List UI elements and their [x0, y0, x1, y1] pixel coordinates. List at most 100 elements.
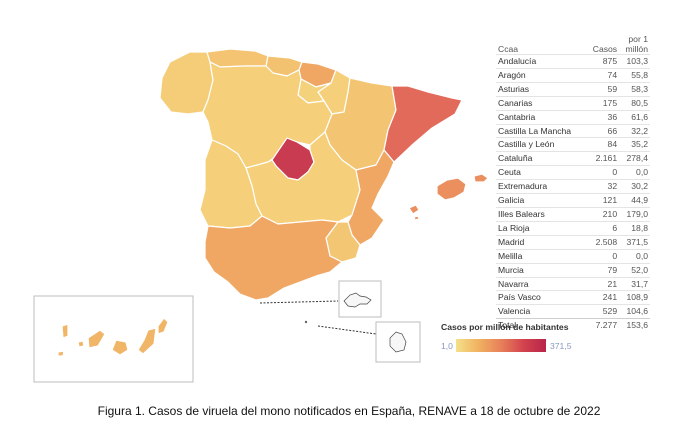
region-melilla [389, 331, 407, 353]
cell-casos: 121 [586, 193, 620, 208]
cell-ccaa: Illes Balears [496, 206, 586, 222]
cell-casos: 21 [586, 276, 620, 291]
cell-casos: 875 [586, 54, 620, 69]
header-rate-line2: millón [625, 44, 648, 54]
figure-caption: Figura 1. Casos de viruela del mono noti… [97, 404, 601, 418]
table-body: Andalucía 875 103,3 Aragón 74 55,8 Asturias 59 5… [496, 54, 650, 333]
table-row: La Rioja 6 18,8 [496, 220, 650, 236]
cell-rate: 179,0 [619, 206, 650, 222]
table-row: Andalucía 875 103,3 [496, 54, 650, 69]
cell-casos: 529 [586, 304, 620, 319]
header-casos-spacer [586, 34, 619, 44]
cell-ccaa: Galicia [496, 193, 586, 208]
table-row: Madrid 2.508 371,5 [496, 234, 650, 250]
cell-ccaa: Ceuta [496, 165, 586, 180]
cell-casos: 36 [586, 109, 620, 125]
cell-ccaa: País Vasco [496, 290, 586, 305]
region-cataluna [383, 85, 463, 163]
cell-casos: 79 [586, 262, 620, 277]
cell-ccaa: Valencia [496, 304, 586, 319]
cell-ccaa: Extremadura [496, 179, 586, 194]
cell-rate: 44,9 [619, 193, 650, 208]
cell-casos: 241 [586, 290, 620, 305]
region-baleares-mallorca [436, 177, 467, 201]
region-canarias-lanzarote [157, 317, 169, 335]
cell-rate: 278,4 [619, 151, 650, 166]
ceuta-connector-line [259, 300, 339, 304]
cell-casos: 6 [586, 220, 620, 236]
table-row: Navarra 21 31,7 [496, 276, 650, 291]
region-galicia [159, 51, 214, 115]
region-baleares-menorca [473, 173, 489, 183]
region-canarias-gran-canaria [111, 339, 129, 356]
table-row: Murcia 79 52,0 [496, 262, 650, 277]
table-row: Valencia 529 104,6 [496, 304, 650, 319]
melilla-location-dot [304, 320, 308, 324]
cell-casos: 0 [586, 248, 620, 264]
header-casos: Casos [592, 44, 618, 54]
region-canarias-la-gomera [77, 340, 85, 348]
table-row: Melilla 0 0,0 [496, 248, 650, 264]
cell-ccaa: Madrid [496, 234, 586, 250]
region-canarias-la-palma [61, 323, 69, 339]
cases-table: por 1 Ccaa Casos millón Andalucía 875 103,… [496, 34, 650, 333]
region-canarias-tenerife [87, 329, 106, 349]
cell-rate: 153,6 [619, 318, 650, 333]
header-rate-line1: por 1 [628, 34, 648, 44]
region-andalucia [204, 215, 343, 301]
cell-ccaa: Cataluña [496, 151, 586, 166]
region-valencia [347, 149, 395, 246]
cell-rate: 55,8 [619, 67, 650, 83]
legend-title: Casos por millón de habitantes [441, 322, 569, 332]
table-row: Canarias 175 80,5 [496, 95, 650, 111]
cell-ccaa: Asturias [496, 81, 586, 97]
cell-ccaa: La Rioja [496, 220, 586, 236]
table-row: Illes Balears 210 179,0 [496, 206, 650, 222]
cell-rate: 108,9 [619, 290, 650, 305]
table-row: Cataluña 2.161 278,4 [496, 151, 650, 166]
cell-ccaa: Canarias [496, 95, 586, 111]
canarias-inset-frame [33, 295, 194, 383]
table-row: Asturias 59 58,3 [496, 81, 650, 97]
table-row: Aragón 74 55,8 [496, 67, 650, 83]
cell-rate: 61,6 [619, 109, 650, 125]
region-asturias [206, 48, 269, 68]
cell-rate: 0,0 [619, 248, 650, 264]
cell-casos: 66 [586, 123, 620, 138]
cell-rate: 32,2 [619, 123, 650, 138]
table-total-row: Total 7.277 153,6 [496, 318, 650, 333]
cell-rate: 58,3 [619, 81, 650, 97]
table-row: Castilla La Mancha 66 32,2 [496, 123, 650, 138]
table-row: País Vasco 241 108,9 [496, 290, 650, 305]
cell-rate: 35,2 [619, 137, 650, 152]
cell-rate: 30,2 [619, 179, 650, 194]
region-canarias-el-hierro [57, 350, 65, 357]
region-baleares-formentera [413, 215, 420, 221]
cell-rate: 18,8 [619, 220, 650, 236]
cell-casos: 59 [586, 81, 620, 97]
region-canarias-fuerteventura [137, 327, 157, 355]
table-row: Galicia 121 44,9 [496, 193, 650, 208]
cell-casos: 74 [586, 67, 620, 83]
header-ccaa-spacer [496, 34, 586, 44]
cell-casos: 2.161 [586, 151, 620, 166]
cell-ccaa: Castilla y León [496, 137, 586, 152]
cell-casos: 7.277 [586, 318, 620, 333]
cell-casos: 32 [586, 179, 620, 194]
legend-max-label: 371,5 [550, 341, 572, 351]
cell-ccaa: Murcia [496, 262, 586, 277]
region-ceuta [343, 292, 372, 308]
cell-ccaa: Aragón [496, 67, 586, 83]
legend-min-label: 1,0 [441, 341, 453, 351]
region-baleares-ibiza [408, 204, 420, 215]
cell-ccaa: Castilla La Mancha [496, 123, 586, 138]
melilla-connector-line [317, 325, 377, 335]
cell-casos: 210 [586, 206, 620, 222]
header-ccaa: Ccaa [498, 44, 519, 54]
cell-rate: 371,5 [619, 234, 650, 250]
cell-rate: 104,6 [619, 304, 650, 319]
cell-casos: 175 [586, 95, 620, 111]
cell-ccaa: Cantabria [496, 109, 586, 125]
cell-rate: 52,0 [619, 262, 650, 277]
